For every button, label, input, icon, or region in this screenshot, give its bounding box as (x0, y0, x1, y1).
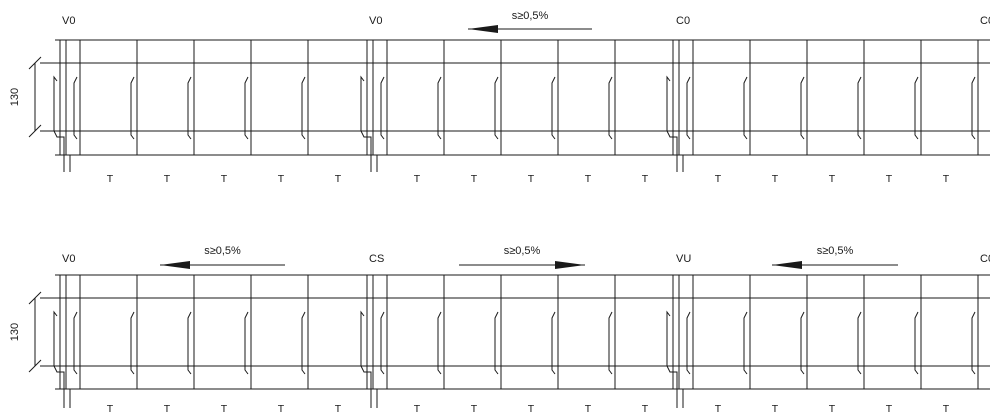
tray-joint-bracket (380, 76, 385, 140)
end-cap-bracket (666, 75, 678, 155)
tray-joint-bracket (437, 311, 442, 375)
tray-label: T (278, 403, 285, 414)
tray-label: T (886, 403, 893, 414)
tray-label: T (943, 403, 950, 414)
tray-joint-bracket (244, 76, 249, 140)
tray-joint-bracket (551, 311, 556, 375)
tray-label: T (585, 173, 592, 185)
slope-label: s≥0,5% (817, 245, 854, 257)
point-label: VU (676, 253, 691, 265)
slope-arrowhead (468, 25, 498, 33)
tray-joint-bracket (608, 76, 613, 140)
tray-label: T (107, 173, 114, 185)
tray-label: T (642, 403, 649, 414)
dimension-label: 130 (9, 88, 21, 106)
tray-label: T (772, 403, 779, 414)
tray-joint-bracket (743, 311, 748, 375)
tray-joint-bracket (857, 311, 862, 375)
tray-label: T (221, 173, 228, 185)
tray-joint-bracket (130, 311, 135, 375)
tray-label: T (335, 173, 342, 185)
tray-label: T (164, 403, 171, 414)
end-cap-bracket (360, 310, 372, 389)
tray-label: T (528, 403, 535, 414)
point-label: C0 (980, 253, 990, 265)
tray-label: T (642, 173, 649, 185)
tray-joint-bracket (971, 311, 976, 375)
tray-joint-bracket (971, 76, 976, 140)
tray-joint-bracket (130, 76, 135, 140)
dimension-tick-bottom (28, 359, 42, 373)
tray-joint-bracket (686, 311, 691, 375)
end-cap-bracket (360, 75, 372, 155)
tray-joint-bracket (551, 76, 556, 140)
tray-label: T (278, 173, 285, 185)
point-label: V0 (62, 15, 75, 27)
tray-joint-bracket (800, 76, 805, 140)
tray-joint-bracket (244, 311, 249, 375)
point-label: V0 (62, 253, 75, 265)
tray-label: T (829, 403, 836, 414)
tray-joint-bracket (608, 311, 613, 375)
slope-arrowhead (160, 261, 190, 269)
tray-label: T (528, 173, 535, 185)
dimension-tick-top (28, 291, 42, 305)
end-cap-bracket (666, 310, 678, 389)
tray-label: T (829, 173, 836, 185)
tray-label: T (585, 403, 592, 414)
diagram-row-bottom: 130 V0 CS VU C0 T T T T T T T T T T T T T T Ts≥0,5% s≥0,5% s≥… (9, 245, 990, 414)
slope-arrowhead (772, 261, 802, 269)
tray-label: T (164, 173, 171, 185)
tray-joint-bracket (686, 76, 691, 140)
tray-joint-bracket (494, 76, 499, 140)
tray-joint-bracket (857, 76, 862, 140)
tray-label: T (221, 403, 228, 414)
diagram-row-top: 130 V0 V0 C0 C0 T T T T T T T T T T T T T T Ts≥0,5% (9, 10, 990, 185)
tray-joint-bracket (187, 311, 192, 375)
dimension-tick-bottom (28, 124, 42, 138)
tray-label: T (471, 173, 478, 185)
tray-label: T (772, 173, 779, 185)
point-label: C0 (676, 15, 690, 27)
dimension-label: 130 (9, 323, 21, 341)
tray-joint-bracket (800, 311, 805, 375)
end-cap-bracket (53, 310, 65, 389)
tray-label: T (715, 403, 722, 414)
slope-label: s≥0,5% (512, 10, 549, 22)
tray-joint-bracket (494, 311, 499, 375)
tray-label: T (414, 403, 421, 414)
tray-joint-bracket (380, 311, 385, 375)
point-label: CS (369, 253, 384, 265)
slope-label: s≥0,5% (204, 245, 241, 257)
tray-label: T (414, 173, 421, 185)
point-label: V0 (369, 15, 382, 27)
tray-joint-bracket (914, 311, 919, 375)
tray-joint-bracket (73, 311, 78, 375)
tray-label: T (107, 403, 114, 414)
tray-joint-bracket (187, 76, 192, 140)
slope-label: s≥0,5% (504, 245, 541, 257)
tray-joint-bracket (743, 76, 748, 140)
tray-label: T (335, 403, 342, 414)
tray-joint-bracket (301, 311, 306, 375)
tray-joint-bracket (301, 76, 306, 140)
point-label: C0 (980, 15, 990, 27)
tray-joint-bracket (914, 76, 919, 140)
tray-label: T (715, 173, 722, 185)
slope-arrowhead (555, 261, 585, 269)
tray-label: T (886, 173, 893, 185)
dimension-tick-top (28, 56, 42, 70)
tray-label: T (943, 173, 950, 185)
end-cap-bracket (53, 75, 65, 155)
tray-joint-bracket (73, 76, 78, 140)
tray-joint-bracket (437, 76, 442, 140)
tray-label: T (471, 403, 478, 414)
